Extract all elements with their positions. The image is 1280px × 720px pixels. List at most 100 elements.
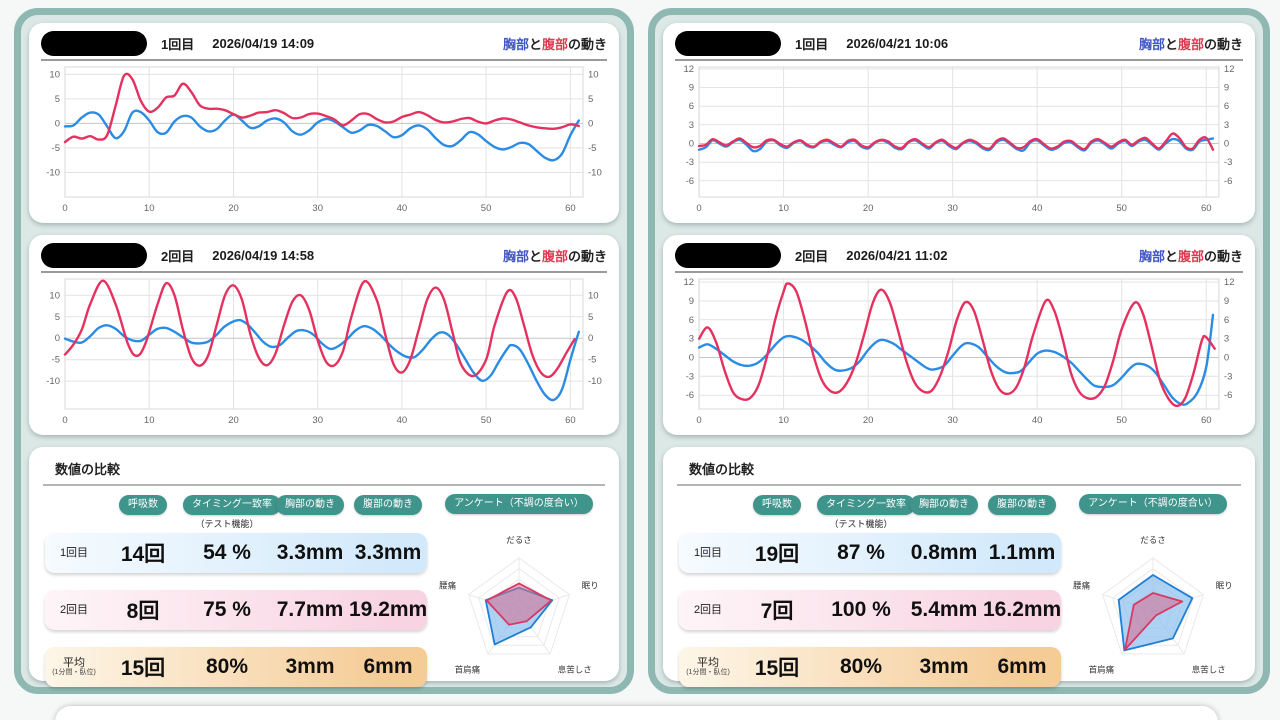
svg-text:-6: -6 bbox=[1224, 176, 1232, 187]
legend-abdomen-label: 腹部 bbox=[541, 36, 568, 52]
svg-text:40: 40 bbox=[1032, 415, 1043, 426]
svg-text:首肩痛: 首肩痛 bbox=[455, 664, 481, 674]
table-row-session-1: 1回目 14回 54 % 3.3mm 3.3mm bbox=[45, 533, 427, 573]
svg-text:3: 3 bbox=[689, 120, 694, 131]
svg-text:-10: -10 bbox=[588, 376, 602, 387]
svg-text:首肩痛: 首肩痛 bbox=[1089, 664, 1115, 674]
session-label: 1回目 bbox=[161, 36, 195, 52]
svg-text:50: 50 bbox=[1116, 203, 1127, 214]
svg-text:6: 6 bbox=[1224, 315, 1229, 326]
svg-text:40: 40 bbox=[1032, 203, 1043, 214]
measurement-datetime: 2026/04/19 14:09 bbox=[212, 35, 315, 51]
test-feature-note: （テスト機能） bbox=[195, 519, 259, 529]
value-chest-movement: 0.8mm bbox=[910, 541, 978, 564]
svg-text:3: 3 bbox=[689, 334, 694, 345]
value-abdomen-movement: 19.2mm bbox=[349, 598, 428, 621]
legend-abdomen-label: 腹部 bbox=[541, 248, 568, 264]
row-label: 平均 bbox=[697, 656, 719, 669]
svg-text:5: 5 bbox=[588, 312, 593, 323]
svg-text:5: 5 bbox=[55, 94, 60, 105]
value-abdomen-movement: 6mm bbox=[997, 655, 1047, 678]
survey-radar-section: アンケート（不調の度合い） だるさ 眠り 息苦しさ 首肩痛 腰痛 bbox=[1061, 494, 1245, 694]
svg-text:10: 10 bbox=[778, 415, 789, 426]
svg-text:0: 0 bbox=[1224, 139, 1229, 150]
measurement-datetime: 2026/04/21 10:06 bbox=[846, 35, 949, 51]
chart-legend: 胸部と腹部の動き bbox=[503, 34, 607, 53]
next-section-card bbox=[55, 706, 1218, 720]
legend-and: と bbox=[1164, 248, 1178, 264]
svg-text:30: 30 bbox=[312, 415, 323, 426]
row-label: 1回目 bbox=[693, 546, 723, 559]
column-pill-chest-movement: 胸部の動き bbox=[276, 495, 344, 515]
column-header-row: 呼吸数 タイミング一致率 （テスト機能） 胸部の動き 腹部の動き bbox=[45, 494, 427, 529]
svg-text:60: 60 bbox=[1201, 203, 1212, 214]
value-timing-match: 80% bbox=[205, 655, 249, 678]
chart-card-session-2: 2回目 2026/04/21 11:02 胸部と腹部の動き 0 10 20 30 40 5… bbox=[663, 235, 1255, 435]
legend-abdomen-label: 腹部 bbox=[1177, 248, 1204, 264]
column-pill-abdomen-movement: 腹部の動き bbox=[988, 495, 1056, 515]
divider bbox=[677, 484, 1241, 486]
svg-text:だるさ: だるさ bbox=[1140, 535, 1166, 545]
svg-text:眠り: 眠り bbox=[1216, 581, 1233, 591]
svg-text:40: 40 bbox=[397, 203, 408, 214]
chart-card-session-2: 2回目 2026/04/19 14:58 胸部と腹部の動き 0 10 20 30 40 5… bbox=[29, 235, 619, 435]
svg-text:50: 50 bbox=[481, 415, 492, 426]
column-header-row: 呼吸数 タイミング一致率 （テスト機能） 胸部の動き 腹部の動き bbox=[679, 494, 1061, 529]
legend-abdomen-label: 腹部 bbox=[1177, 36, 1204, 52]
svg-text:60: 60 bbox=[565, 415, 576, 426]
chart-legend: 胸部と腹部の動き bbox=[503, 246, 607, 265]
value-timing-match: 54 % bbox=[203, 541, 251, 564]
svg-text:10: 10 bbox=[588, 290, 599, 301]
svg-text:0: 0 bbox=[62, 415, 67, 426]
table-row-session-2: 2回目 8回 75 % 7.7mm 19.2mm bbox=[45, 590, 427, 630]
report-panel: 1回目 2026/04/21 10:06 胸部と腹部の動き 0 10 20 30 40 5… bbox=[648, 8, 1270, 694]
chart-header: 1回目 2026/04/21 10:06 胸部と腹部の動き bbox=[675, 27, 1243, 61]
svg-text:-3: -3 bbox=[1224, 157, 1232, 168]
redacted-patient-name bbox=[675, 242, 781, 268]
svg-text:50: 50 bbox=[481, 203, 492, 214]
svg-text:20: 20 bbox=[228, 415, 239, 426]
session-label: 2回目 bbox=[795, 248, 829, 264]
svg-text:-3: -3 bbox=[686, 371, 694, 382]
svg-text:10: 10 bbox=[144, 415, 155, 426]
svg-text:-3: -3 bbox=[1224, 371, 1232, 382]
svg-text:息苦しさ: 息苦しさ bbox=[558, 664, 592, 674]
column-pill-breath-count: 呼吸数 bbox=[119, 495, 167, 515]
svg-text:6: 6 bbox=[689, 315, 694, 326]
survey-pill: アンケート（不調の度合い） bbox=[1079, 494, 1227, 514]
svg-text:40: 40 bbox=[397, 415, 408, 426]
comparison-title: 数値の比較 bbox=[55, 462, 121, 477]
svg-text:-3: -3 bbox=[686, 157, 694, 168]
row-sublabel: (1分間・臥位) bbox=[686, 669, 730, 677]
svg-text:9: 9 bbox=[689, 83, 694, 94]
value-breath-count: 19回 bbox=[754, 543, 800, 566]
svg-text:30: 30 bbox=[947, 415, 958, 426]
chart-card-session-1: 1回目 2026/04/19 14:09 胸部と腹部の動き 0 10 20 30 40 5… bbox=[29, 23, 619, 223]
svg-text:0: 0 bbox=[689, 353, 694, 364]
svg-text:0: 0 bbox=[588, 118, 593, 129]
legend-and: と bbox=[528, 248, 542, 264]
survey-pill: アンケート（不調の度合い） bbox=[445, 494, 593, 514]
value-breath-count: 15回 bbox=[120, 657, 166, 680]
svg-text:10: 10 bbox=[49, 290, 60, 301]
chart-card-session-1: 1回目 2026/04/21 10:06 胸部と腹部の動き 0 10 20 30 40 5… bbox=[663, 23, 1255, 223]
session-label: 1回目 bbox=[795, 36, 829, 52]
column-pill-chest-movement: 胸部の動き bbox=[910, 495, 978, 515]
svg-text:12: 12 bbox=[1224, 277, 1235, 288]
value-timing-match: 87 % bbox=[837, 541, 885, 564]
svg-text:息苦しさ: 息苦しさ bbox=[1192, 664, 1226, 674]
table-row-average: 平均 (1分間・臥位) 15回 80% 3mm 6mm bbox=[679, 647, 1061, 687]
value-timing-match: 80% bbox=[839, 655, 883, 678]
legend-and: と bbox=[528, 36, 542, 52]
value-breath-count: 7回 bbox=[760, 600, 794, 623]
svg-text:30: 30 bbox=[312, 203, 323, 214]
chart-header: 2回目 2026/04/19 14:58 胸部と腹部の動き bbox=[41, 239, 607, 273]
row-label: 2回目 bbox=[59, 603, 89, 616]
legend-chest-label: 胸部 bbox=[502, 36, 529, 52]
comparison-card: 数値の比較 呼吸数 タイミング一致率 （テスト機能） 胸部の動き 腹部の動き 1回… bbox=[663, 447, 1255, 687]
svg-text:50: 50 bbox=[1116, 415, 1127, 426]
row-sublabel: (1分間・臥位) bbox=[52, 669, 96, 677]
